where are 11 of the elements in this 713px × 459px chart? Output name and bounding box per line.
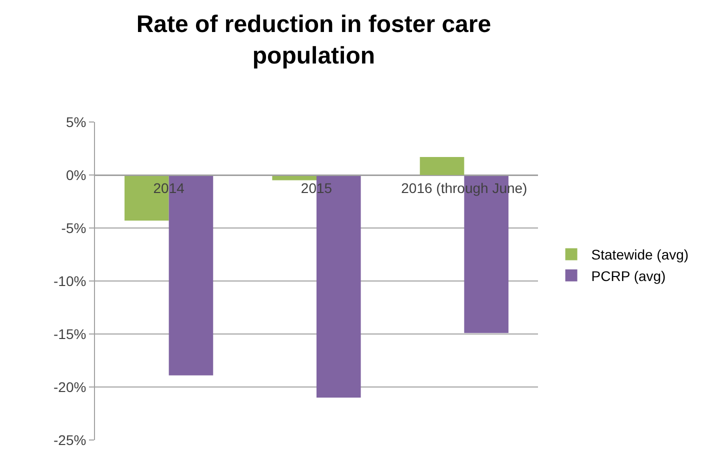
x-tick-label: 2015 (300, 180, 332, 196)
y-tick-label: -20% (54, 378, 86, 395)
legend-label: Statewide (avg) (591, 246, 689, 263)
y-tick-label: -10% (54, 272, 86, 289)
y-tick-label: -5% (61, 220, 86, 236)
chart-title: Rate of reduction in foster care population (136, 11, 492, 70)
y-tick-label: 5% (66, 114, 86, 130)
legend-label: PCRP (avg) (591, 268, 666, 284)
y-tick-label: 0% (66, 166, 86, 183)
y-tick-label: -15% (54, 326, 86, 342)
y-tick-label: -25% (54, 432, 86, 448)
